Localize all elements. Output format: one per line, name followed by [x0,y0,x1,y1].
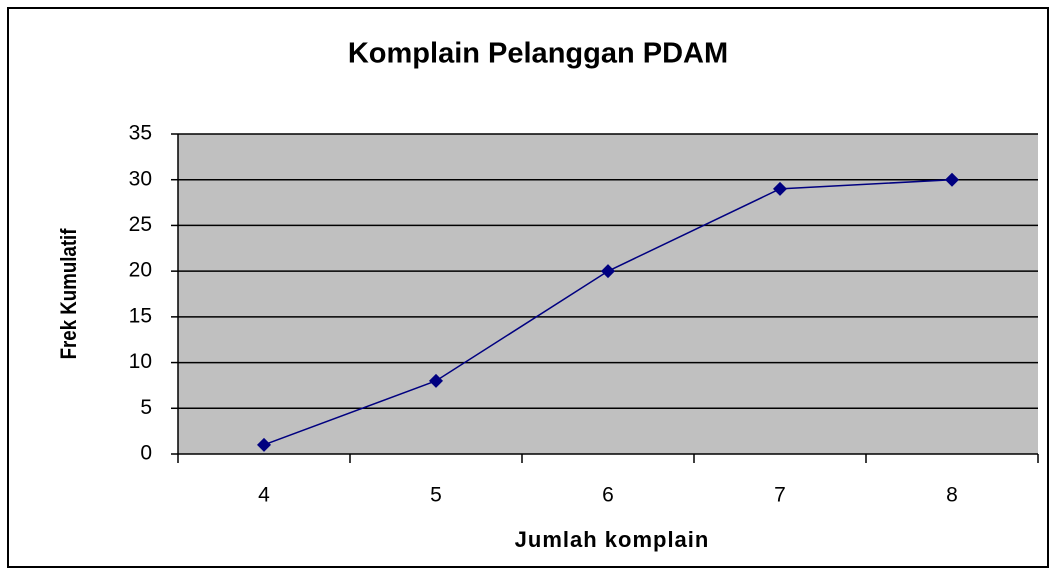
x-axis-label: Jumlah komplain [515,527,710,552]
x-tick-label: 8 [946,484,958,507]
x-tick-label: 7 [774,484,786,507]
data-point [429,373,443,388]
x-tick-label: 6 [602,484,614,507]
data-point [257,437,271,452]
y-tick-label: 5 [140,396,152,419]
y-tick-label: 20 [129,259,152,282]
y-tick-label: 30 [129,167,152,190]
data-point [601,264,615,279]
y-tick-label: 35 [129,122,152,145]
chart-title: Komplain Pelanggan PDAM [348,38,728,70]
y-tick-label: 10 [129,350,152,373]
plot-area [178,134,1038,454]
x-tick-label: 5 [430,484,442,507]
y-tick-label: 15 [129,304,152,327]
y-tick-label: 25 [129,213,152,236]
data-point [945,172,959,187]
x-tick-label: 4 [258,484,270,507]
y-axis-label: Frek Kumulatif [57,228,81,359]
data-point [773,181,787,196]
y-tick-label: 0 [140,442,152,465]
